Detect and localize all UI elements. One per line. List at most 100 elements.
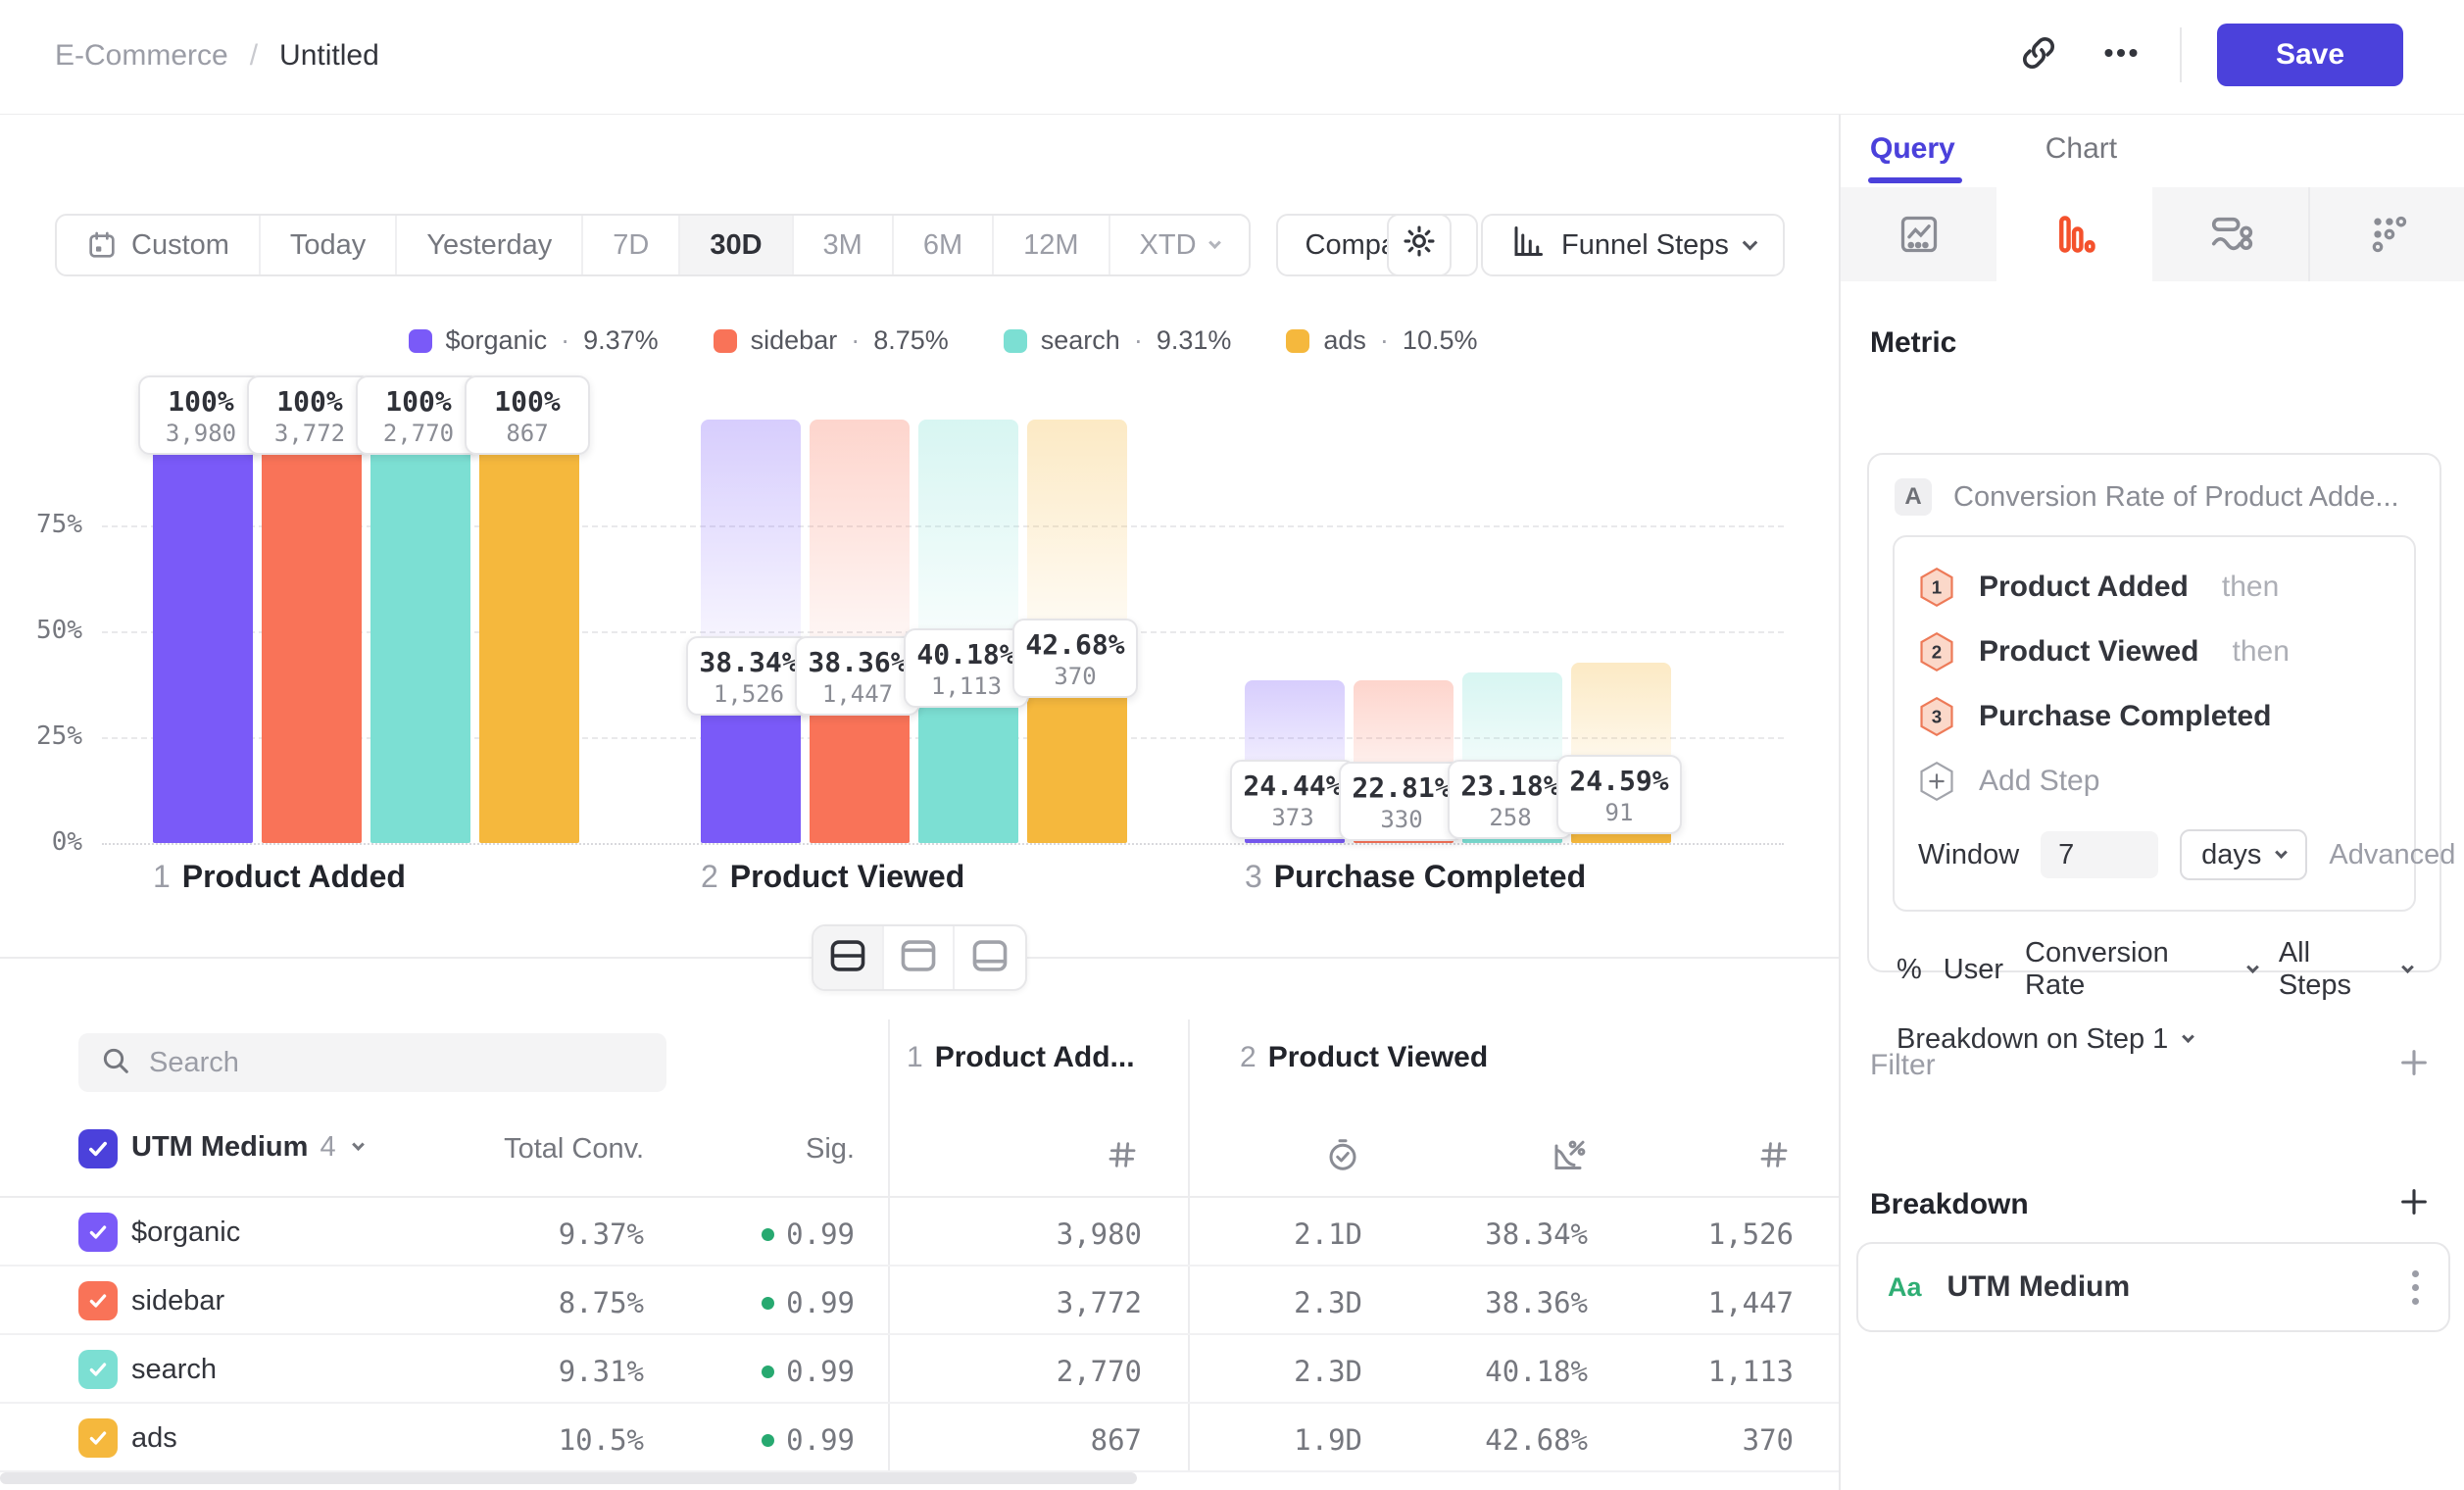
- sig-header[interactable]: Sig.: [676, 1133, 855, 1166]
- select-all-checkbox[interactable]: [78, 1129, 118, 1168]
- metric-type-selector[interactable]: Conversion Rate: [2025, 937, 2257, 1002]
- row-checkbox[interactable]: [78, 1213, 118, 1252]
- legend-item-organic[interactable]: $organic·9.37%: [409, 325, 659, 356]
- bar-value-label: 24.59%91: [1556, 755, 1682, 834]
- entity-selector[interactable]: User: [1944, 954, 2003, 986]
- chart-settings-button[interactable]: [1387, 214, 1452, 276]
- top-header: E-Commerce / Untitled: [0, 0, 2464, 115]
- horizontal-scrollbar[interactable]: [0, 1472, 1137, 1484]
- metric-badge: A: [1895, 478, 1932, 516]
- share-link-button[interactable]: [2015, 31, 2062, 78]
- step-axis-label: 1Product Added: [153, 859, 406, 895]
- range-30d[interactable]: 30D: [680, 216, 793, 274]
- tab-query[interactable]: Query: [1870, 132, 1955, 183]
- advanced-toggle[interactable]: Advanced: [2329, 839, 2464, 871]
- retention-chart-tab[interactable]: [2310, 187, 2464, 281]
- chart-only-view-button[interactable]: [884, 926, 955, 989]
- step1-count-value: 3,772: [946, 1286, 1142, 1319]
- journey-chart-tab[interactable]: [2152, 187, 2310, 281]
- bar-value-label: 100%3,772: [247, 375, 372, 455]
- line-chart-tab[interactable]: [1841, 187, 1996, 281]
- range-3m[interactable]: 3M: [794, 216, 894, 274]
- step2-percent-value: 42.68%: [1421, 1423, 1588, 1457]
- significance-value: 0.99: [786, 1423, 855, 1457]
- step-hexagon-badge: 2: [1918, 631, 1955, 672]
- row-checkbox[interactable]: [78, 1418, 118, 1458]
- breakdown-property-card[interactable]: Aa UTM Medium: [1856, 1242, 2450, 1332]
- metric-card[interactable]: A Conversion Rate of Product Adde... 1 P…: [1867, 453, 2441, 972]
- range-label: XTD: [1140, 229, 1197, 262]
- breadcrumb-title[interactable]: Untitled: [279, 39, 379, 73]
- table-only-view-button[interactable]: [955, 926, 1025, 989]
- funnel-bar-organic-step1[interactable]: [153, 420, 253, 843]
- conversion-percent: 24.59%: [1562, 765, 1676, 797]
- time-to-convert-icon[interactable]: [1323, 1135, 1362, 1174]
- legend-separator: ·: [1380, 325, 1389, 356]
- bar-value-label: 100%2,770: [356, 375, 481, 455]
- funnel-bar-search-step1[interactable]: [370, 420, 470, 843]
- breakdown-property-name: UTM Medium: [1947, 1270, 2131, 1304]
- count-metric-icon[interactable]: [1103, 1135, 1142, 1174]
- svg-text:1: 1: [1932, 577, 1942, 598]
- window-unit-select[interactable]: days: [2180, 829, 2307, 880]
- breadcrumb-project[interactable]: E-Commerce: [55, 39, 228, 73]
- save-button[interactable]: Save: [2217, 24, 2403, 86]
- group-column-label: UTM Medium: [131, 1131, 308, 1164]
- tab-query-label: Query: [1870, 132, 1955, 165]
- table-row-ads[interactable]: ads 10.5% 0.99 867 1.9D 42.68% 370: [0, 1404, 1839, 1472]
- more-options-button[interactable]: [2097, 31, 2144, 78]
- tab-chart[interactable]: Chart: [2045, 132, 2117, 183]
- funnel-bar-ads-step1[interactable]: [479, 420, 579, 843]
- funnel-chart-tab[interactable]: [1996, 187, 2152, 281]
- check-icon: [87, 1221, 109, 1243]
- funnel-bar-sidebar-step1[interactable]: [262, 420, 362, 843]
- legend-item-sidebar[interactable]: sidebar·8.75%: [714, 325, 949, 356]
- funnel-step-2[interactable]: 2 Product Viewed then: [1918, 620, 2390, 684]
- table-row-organic[interactable]: $organic 9.37% 0.99 3,980 2.1D 38.34% 1,…: [0, 1198, 1839, 1266]
- group-column-header[interactable]: UTM Medium 4: [131, 1131, 363, 1164]
- breakdown-options-kebab[interactable]: [2412, 1270, 2419, 1305]
- search-input[interactable]: [149, 1047, 619, 1079]
- range-today[interactable]: Today: [261, 216, 397, 274]
- search-icon: [100, 1045, 131, 1081]
- split-view-button[interactable]: [813, 926, 884, 989]
- chart-type-selector[interactable]: Funnel Steps: [1481, 214, 1785, 276]
- step-hexagon-badge: 1: [1918, 567, 1955, 608]
- check-icon: [86, 1137, 110, 1161]
- table-row-sidebar[interactable]: sidebar 8.75% 0.99 3,772 2.3D 38.36% 1,4…: [0, 1266, 1839, 1335]
- add-step-button[interactable]: Add Step: [1918, 749, 2390, 814]
- funnel-step-3[interactable]: 3 Purchase Completed: [1918, 684, 2390, 749]
- funnel-step-group-2: 38.34%1,52638.36%1,44740.18%1,11342.68%3…: [701, 420, 1127, 843]
- significance-cell: 0.99: [676, 1423, 855, 1457]
- step-name: Product Added: [1979, 571, 2189, 604]
- window-value-input[interactable]: [2041, 831, 2158, 878]
- conversion-percent: 100%: [144, 385, 258, 418]
- string-type-icon: Aa: [1888, 1272, 1922, 1303]
- significance-dot: [762, 1434, 774, 1447]
- legend-item-ads[interactable]: ads·10.5%: [1286, 325, 1477, 356]
- range-yesterday[interactable]: Yesterday: [397, 216, 583, 274]
- steps-scope-selector[interactable]: All Steps: [2279, 937, 2412, 1002]
- table-row-search[interactable]: search 9.31% 0.99 2,770 2.3D 40.18% 1,11…: [0, 1335, 1839, 1404]
- range-7d[interactable]: 7D: [583, 216, 680, 274]
- conversion-rate-icon[interactable]: [1549, 1135, 1588, 1174]
- add-breakdown-button[interactable]: [2397, 1185, 2431, 1223]
- range-6m[interactable]: 6M: [894, 216, 994, 274]
- legend-item-search[interactable]: search·9.31%: [1004, 325, 1232, 356]
- add-filter-button[interactable]: [2397, 1046, 2431, 1084]
- range-12m[interactable]: 12M: [994, 216, 1109, 274]
- row-checkbox[interactable]: [78, 1281, 118, 1320]
- range-custom[interactable]: Custom: [57, 216, 261, 274]
- check-icon: [87, 1290, 109, 1312]
- funnel-step-1[interactable]: 1 Product Added then: [1918, 555, 2390, 620]
- count-metric-icon[interactable]: [1754, 1135, 1794, 1174]
- user-count: 370: [1018, 663, 1132, 690]
- user-count: 2,770: [362, 420, 475, 447]
- legend-label: sidebar: [751, 325, 838, 356]
- total-conv-header[interactable]: Total Conv.: [421, 1133, 644, 1166]
- conversion-percent: 24.44%: [1236, 770, 1350, 802]
- range-xtd[interactable]: XTD: [1110, 216, 1249, 274]
- row-checkbox[interactable]: [78, 1350, 118, 1389]
- step2-time-value: 1.9D: [1215, 1423, 1362, 1457]
- plus-icon: [2397, 1185, 2431, 1218]
